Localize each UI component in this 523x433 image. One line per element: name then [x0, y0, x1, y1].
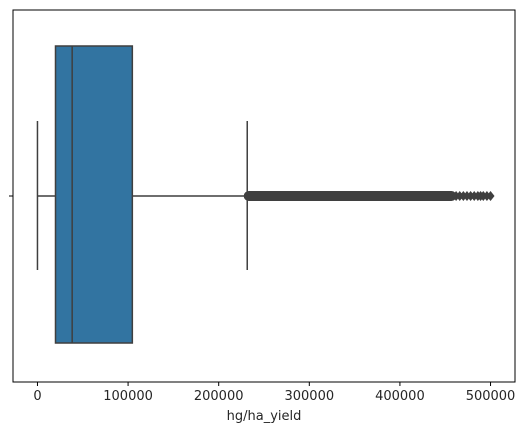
x-tick-label: 400000	[375, 389, 425, 404]
box-layer	[36, 45, 248, 344]
outlier-cluster	[243, 191, 457, 201]
x-tick-label: 100000	[103, 389, 153, 404]
x-tick-label: 500000	[466, 389, 516, 404]
x-tick-label: 200000	[194, 389, 244, 404]
outlier-layer	[243, 191, 495, 201]
x-tick-label: 0	[33, 389, 41, 404]
x-axis-label: hg/ha_yield	[227, 409, 302, 424]
outlier-point	[486, 191, 495, 201]
x-axis: 0 100000 200000 300000 400000 500000	[33, 382, 515, 404]
x-tick-label: 300000	[284, 389, 334, 404]
iqr-box	[54, 45, 134, 344]
